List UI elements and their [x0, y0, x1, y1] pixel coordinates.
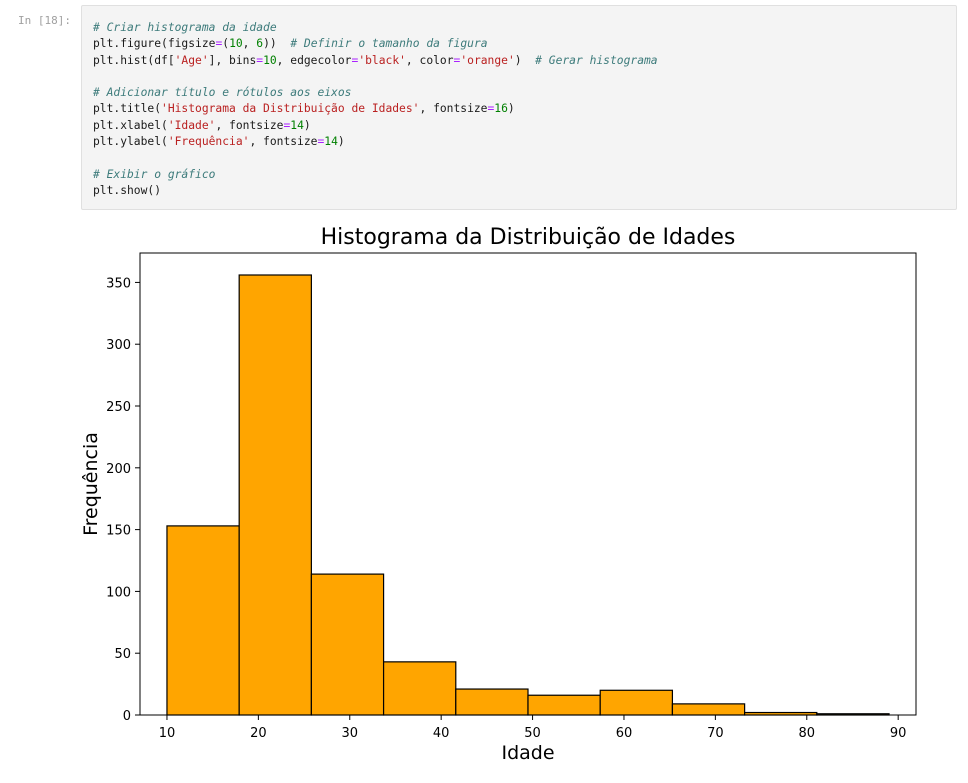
bars-group [166, 274, 890, 716]
histogram-bar [382, 661, 457, 716]
code-line: # Criar histograma da idade [93, 20, 658, 36]
code-token: , fontsize [215, 118, 284, 132]
code-line: plt.title('Histograma da Distribuição de… [93, 101, 658, 117]
code-token: = [283, 118, 291, 132]
y-axis-ticks: 0 50 100 150 200 250 300 350 [106, 276, 140, 724]
code-line: plt.show() [93, 183, 658, 199]
y-tick-label: 200 [106, 462, 131, 477]
cell-output: Histograma da Distribuição de Idades 10 2… [0, 212, 968, 779]
histogram-bar [671, 703, 746, 716]
y-tick-label: 0 [123, 709, 131, 724]
code-token: = [351, 53, 359, 67]
code-token: # Exibir o gráfico [93, 167, 216, 181]
code-content[interactable]: # Criar histograma da idade plt.figure(fi… [93, 20, 658, 199]
code-token: , fontsize [419, 102, 488, 116]
code-token: plt.show() [93, 183, 162, 197]
y-tick-label: 300 [106, 338, 131, 353]
code-line: plt.ylabel('Frequência', fontsize=14) [93, 134, 658, 150]
code-token: , edgecolor [276, 53, 352, 67]
x-tick-label: 70 [707, 726, 724, 741]
code-token: # Criar histograma da idade [93, 21, 277, 34]
cell-prompt: In [18]: [18, 14, 71, 27]
code-token: # Gerar histograma [535, 53, 658, 67]
code-line: # Adicionar título e rótulos aos eixos [93, 85, 658, 101]
x-tick-label: 10 [159, 726, 176, 741]
code-token: 'black' [358, 53, 406, 67]
code-token: # Adicionar título e rótulos aos eixos [93, 86, 352, 100]
x-tick-label: 90 [890, 726, 907, 741]
code-token: plt.xlabel( [93, 118, 168, 132]
histogram-bar [238, 274, 312, 716]
histogram-chart: Histograma da Distribuição de Idades 10 2… [80, 225, 917, 764]
x-tick-label: 60 [616, 726, 633, 741]
code-token: ( [222, 37, 230, 51]
code-line: plt.hist(df['Age'], bins=10, edgecolor='… [93, 53, 658, 69]
code-line: plt.xlabel('Idade', fontsize=14) [93, 118, 658, 134]
code-token: ) [303, 118, 311, 132]
histogram-bar [166, 525, 240, 716]
code-token: # Definir o tamanho da figura [290, 37, 488, 51]
y-tick-label: 250 [106, 400, 131, 415]
x-tick-label: 20 [250, 726, 267, 741]
code-token: , [242, 37, 257, 51]
code-token: 10 [229, 37, 243, 51]
x-tick-label: 40 [433, 726, 450, 741]
histogram-bar [599, 689, 674, 716]
code-token: ) [507, 102, 515, 116]
code-token: , fontsize [249, 135, 318, 149]
code-token: ) [337, 135, 345, 149]
code-token: ], bins [208, 53, 257, 67]
y-tick-label: 100 [106, 585, 131, 600]
code-token: )) [263, 37, 291, 51]
code-token: 16 [494, 102, 508, 116]
code-token: ) [514, 53, 536, 67]
code-line [93, 150, 658, 166]
x-axis-label: Idade [501, 742, 554, 764]
code-token: plt.title( [93, 102, 162, 116]
histogram-bar [527, 694, 601, 716]
code-token: = [487, 102, 495, 116]
y-tick-label: 350 [106, 276, 131, 291]
code-token: = [215, 37, 223, 51]
chart-title: Histograma da Distribuição de Idades [321, 225, 736, 250]
code-token: 14 [290, 118, 304, 132]
code-cell-editor[interactable]: # Criar histograma da idade plt.figure(fi… [81, 5, 957, 210]
code-token: 14 [324, 135, 338, 149]
histogram-bar [455, 688, 529, 716]
y-axis-label: Frequência [80, 432, 102, 536]
code-token: plt.ylabel( [93, 135, 168, 149]
code-token: 'Idade' [167, 118, 216, 132]
code-line [93, 69, 658, 85]
y-tick-label: 50 [114, 647, 131, 662]
code-token: plt.hist(df[ [93, 53, 175, 67]
x-axis-ticks: 10 20 30 40 50 60 70 80 90 [159, 715, 907, 741]
code-token: , color [405, 53, 454, 67]
code-line: plt.figure(figsize=(10, 6)) # Definir o … [93, 36, 658, 52]
code-line: # Exibir o gráfico [93, 167, 658, 183]
histogram-bar [310, 573, 385, 716]
code-token: 'Frequência' [167, 135, 250, 149]
x-tick-label: 30 [341, 726, 358, 741]
axes-frame [139, 252, 917, 716]
x-tick-label: 80 [799, 726, 816, 741]
code-token: = [453, 53, 461, 67]
y-tick-label: 150 [106, 524, 131, 539]
code-token: 'Histograma da Distribuição de Idades' [161, 102, 420, 116]
code-token: 'Age' [174, 53, 209, 67]
code-token: = [256, 53, 264, 67]
code-token: plt.figure(figsize [93, 37, 216, 51]
code-token: 'orange' [460, 53, 515, 67]
code-token: 6 [256, 37, 264, 51]
x-tick-label: 50 [524, 726, 541, 741]
code-token: 10 [263, 53, 277, 67]
code-token: = [317, 135, 325, 149]
